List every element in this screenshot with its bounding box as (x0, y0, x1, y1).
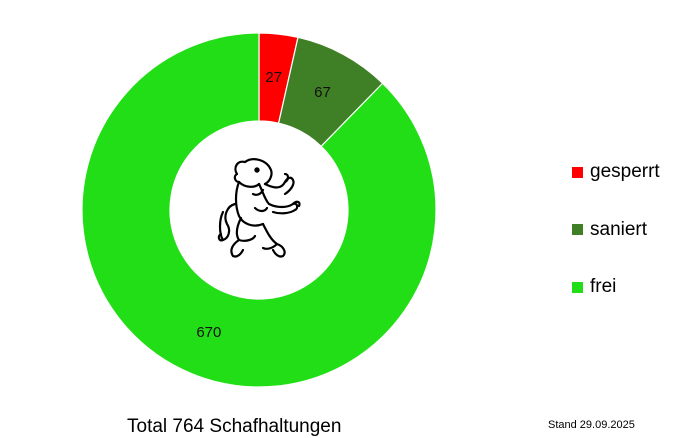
slice-labels-group: 27 67 670 (196, 69, 330, 341)
legend-item-gesperrt: gesperrt (572, 158, 660, 186)
slices-group (81, 32, 437, 388)
legend-swatch-frei (572, 281, 583, 293)
data-label-frei: 670 (196, 324, 221, 341)
data-label-saniert: 67 (314, 84, 331, 101)
legend: gesperrt saniert frei (572, 158, 660, 331)
legend-label: frei (590, 276, 617, 297)
data-label-gesperrt: 27 (265, 69, 282, 86)
legend-item-frei: frei (572, 273, 660, 301)
lion-emblem-icon (217, 158, 301, 258)
legend-item-saniert: saniert (572, 216, 660, 244)
slice-frei (81, 32, 437, 388)
legend-label: saniert (590, 218, 648, 240)
legend-label: gesperrt (590, 161, 660, 182)
legend-swatch-saniert (572, 224, 583, 235)
stand-date: Stand 29.09.2025 (548, 419, 635, 431)
total-caption: Total 764 Schafhaltungen (127, 416, 342, 437)
legend-swatch-gesperrt (572, 166, 583, 178)
